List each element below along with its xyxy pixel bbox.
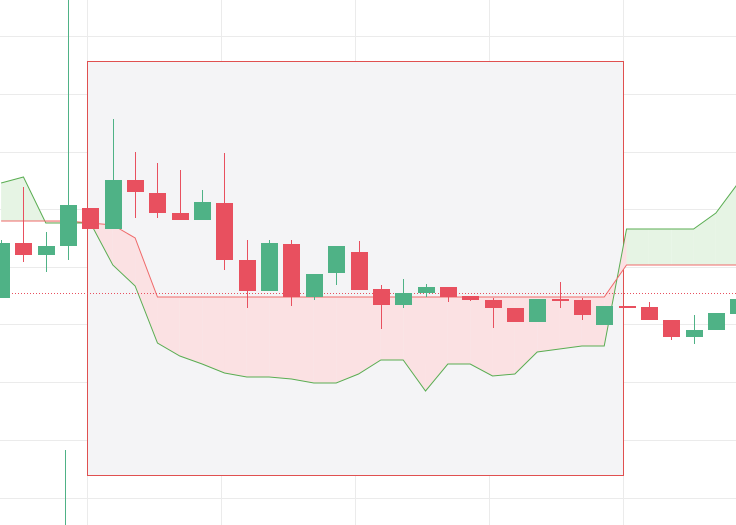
candle-body (306, 274, 323, 297)
band-fill (179, 297, 203, 364)
band-fill (313, 297, 337, 383)
candle-body (440, 287, 457, 297)
candle-body (395, 293, 412, 305)
candle-body (373, 289, 390, 305)
band-fill (671, 229, 694, 265)
candle-body (485, 300, 502, 308)
band-fill (202, 297, 225, 373)
candle-body (686, 330, 703, 337)
candle-body (127, 180, 144, 192)
candle-body (261, 243, 278, 291)
band-fill (291, 297, 314, 383)
candle-body (730, 299, 736, 314)
band-fill (425, 297, 448, 391)
candle-body (328, 246, 345, 273)
candle-body (619, 306, 636, 308)
candle-body (283, 244, 300, 297)
band-line (0, 176, 736, 392)
candle-body (38, 246, 55, 255)
candle-body (596, 306, 613, 325)
band-fill (626, 229, 649, 265)
band-fill (447, 297, 471, 364)
band-fill (336, 297, 359, 383)
candle-body (105, 180, 122, 229)
candle-body (708, 313, 725, 330)
candle-body (216, 203, 233, 260)
candle-body (149, 193, 166, 213)
band-fill (715, 186, 736, 265)
candle-body (82, 208, 99, 229)
candle-body (15, 243, 32, 255)
candle-body (194, 202, 211, 220)
band-fill (1, 177, 24, 221)
band-fill (246, 297, 270, 377)
band-fill (224, 297, 247, 377)
band-fill (380, 297, 404, 360)
candle-body (172, 213, 189, 220)
candle-body (462, 296, 479, 300)
candle-body (529, 299, 546, 322)
band-fill (157, 297, 180, 356)
candle-body (574, 300, 591, 315)
band-fill (112, 225, 136, 286)
candle-body (641, 307, 658, 320)
band-fill (693, 213, 716, 265)
candle-body (507, 308, 524, 322)
band-fill (269, 297, 292, 379)
candle-body (239, 260, 256, 291)
band-fill (135, 238, 158, 343)
candle-body (663, 320, 680, 337)
candle-body (552, 299, 569, 301)
band-fill (358, 297, 381, 374)
band-fill (470, 297, 493, 376)
candle-body (60, 205, 77, 246)
band-lines (0, 176, 736, 392)
candle-body (0, 243, 10, 298)
candle-body (418, 287, 435, 293)
band-fill (648, 229, 672, 265)
candles (0, 0, 736, 344)
candle-body (351, 252, 368, 290)
band-line (1, 220, 736, 298)
